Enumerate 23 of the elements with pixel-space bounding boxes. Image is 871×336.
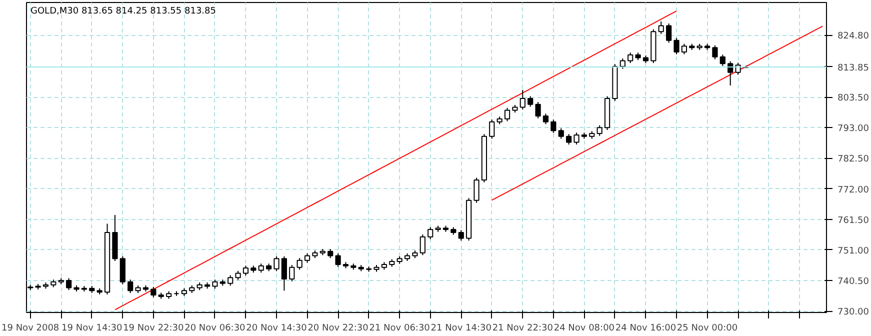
x-tick-label: 20 Nov 22:30 <box>308 324 369 334</box>
x-tick-label: 24 Nov 08:00 <box>554 324 615 334</box>
y-tick-label: 761.50 <box>838 216 870 226</box>
x-tick-label: 25 Nov 00:00 <box>676 324 738 334</box>
y-tick-label: 793.00 <box>838 124 870 134</box>
x-tick-label: 20 Nov 14:30 <box>246 324 308 334</box>
x-tick-label: 19 Nov 22:30 <box>123 324 184 334</box>
x-tick-label: 21 Nov 06:30 <box>369 324 430 334</box>
y-tick-label: 824.80 <box>838 32 870 42</box>
x-tick-label: 24 Nov 16:00 <box>615 324 676 334</box>
y-tick-label: 803.50 <box>838 94 870 104</box>
x-tick-label: 19 Nov 14:30 <box>62 324 122 334</box>
y-tick-label: 740.50 <box>838 276 870 287</box>
x-tick-label: 21 Nov 22:30 <box>492 324 554 334</box>
chart-title: GOLD,M30 813.65 814.25 813.55 813.85 <box>30 6 216 16</box>
ref-line-label: 813.85 <box>838 63 869 74</box>
y-tick-label: 751.00 <box>838 246 870 256</box>
y-tick-label: 782.50 <box>838 154 870 165</box>
x-tick-label: 19 Nov 2008 <box>2 324 60 334</box>
x-tick-label: 21 Nov 14:30 <box>430 324 492 334</box>
x-tick-label: 20 Nov 06:30 <box>184 324 246 334</box>
y-tick-label: 772.00 <box>838 185 870 196</box>
y-tick-label: 730.00 <box>838 308 870 318</box>
